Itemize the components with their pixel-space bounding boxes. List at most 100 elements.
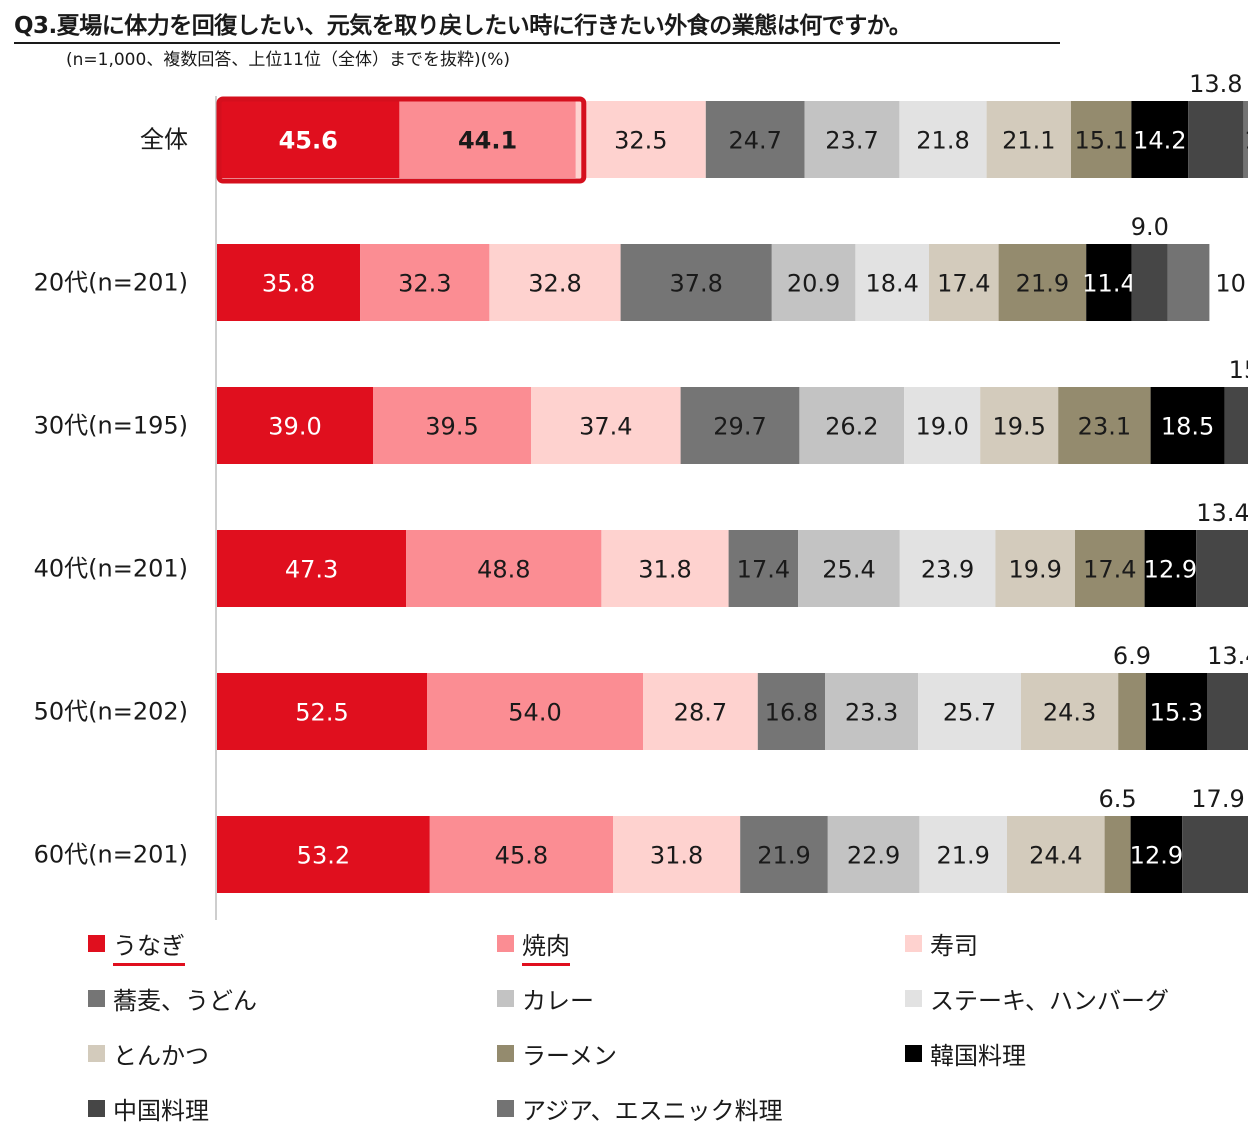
bar-segment	[1131, 244, 1168, 321]
bar-segment	[406, 530, 602, 607]
data-label: 20.9	[787, 270, 840, 298]
data-label: 19.9	[1008, 556, 1061, 584]
category-label: 20代(n=201)	[34, 269, 188, 297]
bar-segment	[399, 101, 576, 178]
bar-segment	[799, 387, 905, 464]
data-label: 26.2	[825, 413, 878, 441]
bar-segment	[217, 244, 361, 321]
bar-segment	[771, 244, 856, 321]
bar-segment	[1182, 816, 1248, 893]
data-label: 21.9	[936, 842, 989, 870]
bar-segment	[1086, 244, 1132, 321]
bar-segment	[1167, 244, 1210, 321]
data-label: 24.4	[1029, 842, 1082, 870]
bar-segment	[1075, 530, 1145, 607]
data-label: 45.8	[495, 842, 548, 870]
bar-segment	[620, 244, 772, 321]
bar-segment	[1224, 387, 1248, 464]
bar-segment	[1007, 816, 1105, 893]
data-label: 14.2	[1133, 127, 1186, 155]
category-label: 60代(n=201)	[34, 841, 188, 869]
bar-segment	[899, 530, 996, 607]
data-label: 35.8	[262, 270, 315, 298]
data-label: 17.4	[937, 270, 990, 298]
bar-segment	[1118, 673, 1146, 750]
data-label: 23.9	[921, 556, 974, 584]
data-label: 13.4	[1207, 642, 1248, 670]
bar-segment	[1207, 673, 1248, 750]
data-label: 24.7	[728, 127, 781, 155]
bar-segment	[1243, 101, 1248, 178]
data-label: 6.5	[1099, 785, 1137, 813]
data-label: 21.9	[757, 842, 810, 870]
data-label: 13.8	[1189, 70, 1242, 98]
bar-segment	[740, 816, 828, 893]
bar-segment	[757, 673, 825, 750]
data-label: 32.8	[528, 270, 581, 298]
data-label: 37.8	[669, 270, 722, 298]
category-label: 40代(n=201)	[34, 555, 188, 583]
bar-segment	[1021, 673, 1119, 750]
data-label: 15.1	[1074, 127, 1127, 155]
bar-segment	[804, 101, 900, 178]
bar-segment	[1145, 673, 1207, 750]
bar-segment	[1196, 530, 1248, 607]
bar-segment	[855, 244, 929, 321]
data-label: 29.7	[713, 413, 766, 441]
bar-segment	[613, 816, 741, 893]
data-label: 23.7	[825, 127, 878, 155]
bar-segment	[899, 101, 987, 178]
bar-segment	[680, 387, 800, 464]
data-label: 32.5	[614, 127, 667, 155]
data-label: 48.8	[477, 556, 530, 584]
data-label: 13.7	[1244, 127, 1248, 155]
category-label: 全体	[140, 126, 188, 154]
bar-segment	[1188, 101, 1244, 178]
bar-segment	[1058, 387, 1151, 464]
bar-segment	[929, 244, 999, 321]
data-label: 47.3	[285, 556, 338, 584]
bar-segment	[995, 530, 1075, 607]
bar-segment	[998, 244, 1087, 321]
bar-segment	[427, 673, 643, 750]
data-label: 13.4	[1196, 499, 1248, 527]
bar-segment	[705, 101, 805, 178]
data-label: 22.9	[847, 842, 900, 870]
data-label: 16.8	[765, 699, 818, 727]
data-label: 25.4	[822, 556, 875, 584]
category-label: 50代(n=202)	[34, 698, 188, 726]
bar-segment	[919, 816, 1007, 893]
bar-segment	[217, 387, 373, 464]
bar-segment	[531, 387, 681, 464]
chart-subtitle: (n=1,000、複数回答、上位11位（全体）までを抜粋)(%)	[66, 50, 510, 70]
data-label: 52.5	[295, 699, 348, 727]
data-label: 21.9	[1016, 270, 1069, 298]
bar-segment	[1071, 101, 1132, 178]
bar-segment	[643, 673, 758, 750]
bar-segment	[1130, 816, 1183, 893]
bar-segment	[601, 530, 729, 607]
data-label: 31.8	[650, 842, 703, 870]
bar-segment	[217, 101, 400, 178]
data-label: 45.6	[279, 127, 338, 155]
data-label: 17.9	[1191, 785, 1244, 813]
data-label: 12.9	[1144, 556, 1197, 584]
bar-segment	[798, 530, 900, 607]
bar-segment	[373, 387, 531, 464]
data-label: 19.0	[915, 413, 968, 441]
bar-segment	[728, 530, 799, 607]
bar-segment	[1144, 530, 1197, 607]
data-label: 18.5	[1161, 413, 1214, 441]
bar-segment	[825, 673, 919, 750]
category-label: 30代(n=195)	[34, 412, 188, 440]
data-label: 53.2	[297, 842, 350, 870]
bar-segment	[918, 673, 1021, 750]
data-label: 21.8	[916, 127, 969, 155]
data-label: 24.3	[1043, 699, 1096, 727]
data-label: 9.0	[1131, 213, 1169, 241]
data-label: 10.4	[1215, 270, 1248, 298]
data-label: 15.4	[1229, 356, 1248, 384]
bar-segment	[827, 816, 920, 893]
data-label: 39.0	[268, 413, 321, 441]
